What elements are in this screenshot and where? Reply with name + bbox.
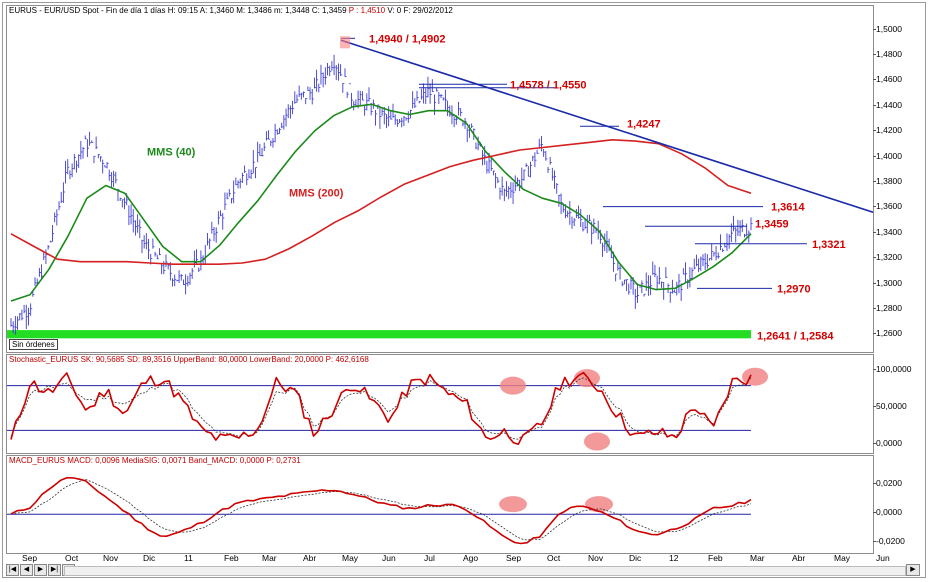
x-tick: Sep: [506, 553, 522, 563]
mms40-line: [10, 103, 752, 302]
stochastic-highlight: [500, 376, 526, 395]
x-tick: Nov: [588, 553, 604, 563]
x-tick: Jul: [424, 553, 435, 563]
x-tick: Feb: [224, 553, 239, 563]
mms200-line: [10, 139, 752, 266]
x-tick: Nov: [103, 553, 119, 563]
price-header-tail: V: 0 F: 29/02/2012: [387, 6, 453, 15]
stochastic-y-tick: 50,0000: [873, 401, 907, 411]
stochastic-sk-line: [10, 371, 752, 446]
macd-y-tick: 0,0000: [873, 507, 902, 518]
x-tick: Oct: [547, 553, 561, 563]
macd-highlight: [499, 496, 527, 513]
x-tick: Jun: [382, 553, 396, 563]
high-marker: [340, 36, 350, 49]
x-tick: Sep: [22, 553, 38, 563]
x-tick: Mar: [750, 553, 765, 563]
annotation-low-label: 1,2641 / 1,2584: [757, 330, 834, 342]
stochastic-highlight: [574, 369, 600, 388]
x-tick: Dic: [143, 553, 156, 563]
macd-line: [10, 476, 752, 545]
first-button[interactable]: |◀: [6, 564, 19, 576]
x-tick: Feb: [708, 553, 723, 563]
price-y-tick: 1,2600: [873, 328, 902, 339]
annotation-high-label: 1,4940 / 1,4902: [369, 33, 445, 45]
price-y-axis: 1,5000 1,4800 1,4600 1,4400 1,4200 1,4000 1,38…: [873, 5, 924, 351]
price-y-tick: 1,2800: [873, 302, 902, 313]
stochastic-y-axis: 100,0000 50,0000 0,0000: [872, 354, 924, 452]
macd-y-tick: -0,0200: [873, 536, 905, 547]
status-label: Sin órdenes: [9, 339, 58, 350]
price-y-tick: 1,4200: [873, 125, 902, 136]
last-button[interactable]: ▶|: [48, 564, 61, 576]
x-tick: Oct: [65, 553, 79, 563]
x-tick: Abr: [792, 553, 806, 563]
price-y-tick: 1,3200: [873, 252, 902, 263]
price-y-tick: 1,3000: [873, 277, 902, 288]
scroll-right-button[interactable]: ▶: [906, 564, 920, 576]
stochastic-chart: [7, 367, 768, 451]
x-tick: 11: [184, 553, 193, 563]
price-chart: 1,4940 / 1,4902 1,4578 / 1,4550 1,4247 1,36…: [7, 33, 873, 342]
price-y-tick: 1,3600: [873, 201, 902, 212]
price-panel[interactable]: EURUS - EUR/USD Spot - Fin de día 1 días…: [6, 5, 874, 353]
macd-chart: [7, 476, 752, 545]
macd-header: MACD_EURUS MACD: 0,0096 MediaSIG: 0,0071…: [9, 456, 301, 465]
prev-button[interactable]: ◀: [20, 564, 33, 576]
price-y-tick: 1,4000: [873, 150, 902, 161]
x-tick: Mar: [262, 553, 277, 563]
x-tick: May: [834, 553, 851, 563]
x-tick: May: [342, 553, 359, 563]
annotation-mms40-label: MMS (40): [147, 147, 196, 159]
annotation-level7-label: 1,2970: [777, 283, 811, 295]
x-axis: Sep Oct Nov Dic 11 Feb Mar Abr May Jun Jul Ago Sep Oc…: [6, 553, 890, 565]
x-tick: Jun: [876, 553, 890, 563]
macd-y-axis: 0,0200 0,0000 -0,0200: [873, 455, 924, 552]
price-y-tick: 1,5000: [873, 23, 902, 34]
x-tick: Ago: [463, 553, 479, 563]
annotation-level6-label: 1,3321: [812, 239, 846, 251]
annotation-mms200-label: MMS (200): [289, 188, 344, 200]
price-header-main: EURUS - EUR/USD Spot - Fin de día 1 días…: [9, 6, 347, 15]
stochastic-panel[interactable]: Stochastic_EURUS SK: 90,5685 SD: 89,3516…: [6, 354, 874, 454]
x-tick: Abr: [303, 553, 317, 563]
x-tick: Dic: [629, 553, 642, 563]
annotation-level5-label: 1,3459: [755, 218, 789, 230]
stochastic-y-tick: 0,0000: [873, 438, 902, 449]
macd-y-tick: 0,0200: [873, 478, 902, 489]
price-y-tick: 1,4600: [873, 74, 902, 85]
price-y-tick: 1,3400: [873, 226, 902, 237]
horizontal-scrollbar[interactable]: [64, 566, 906, 576]
annotation-level3-label: 1,4247: [627, 118, 661, 130]
stochastic-y-tick: 100,0000: [872, 363, 912, 374]
price-y-tick: 1,4400: [873, 99, 902, 110]
annotation-level2-label: 1,4578 / 1,4550: [510, 79, 586, 91]
price-header: EURUS - EUR/USD Spot - Fin de día 1 días…: [9, 6, 453, 15]
macd-signal-line: [10, 478, 752, 541]
price-y-tick: 1,4800: [873, 49, 902, 60]
support-band: [7, 330, 751, 339]
stochastic-highlight: [742, 367, 768, 386]
price-header-p: P : 1,4510: [348, 6, 386, 15]
next-button[interactable]: ▶: [34, 564, 47, 576]
x-tick: 12: [669, 553, 679, 563]
stochastic-header: Stochastic_EURUS SK: 90,5685 SD: 89,3516…: [9, 355, 369, 364]
annotation-level4-label: 1,3614: [771, 202, 806, 214]
stochastic-highlight: [584, 432, 610, 451]
macd-panel[interactable]: MACD_EURUS MACD: 0,0096 MediaSIG: 0,0071…: [6, 455, 874, 554]
price-y-tick: 1,3800: [873, 176, 902, 186]
